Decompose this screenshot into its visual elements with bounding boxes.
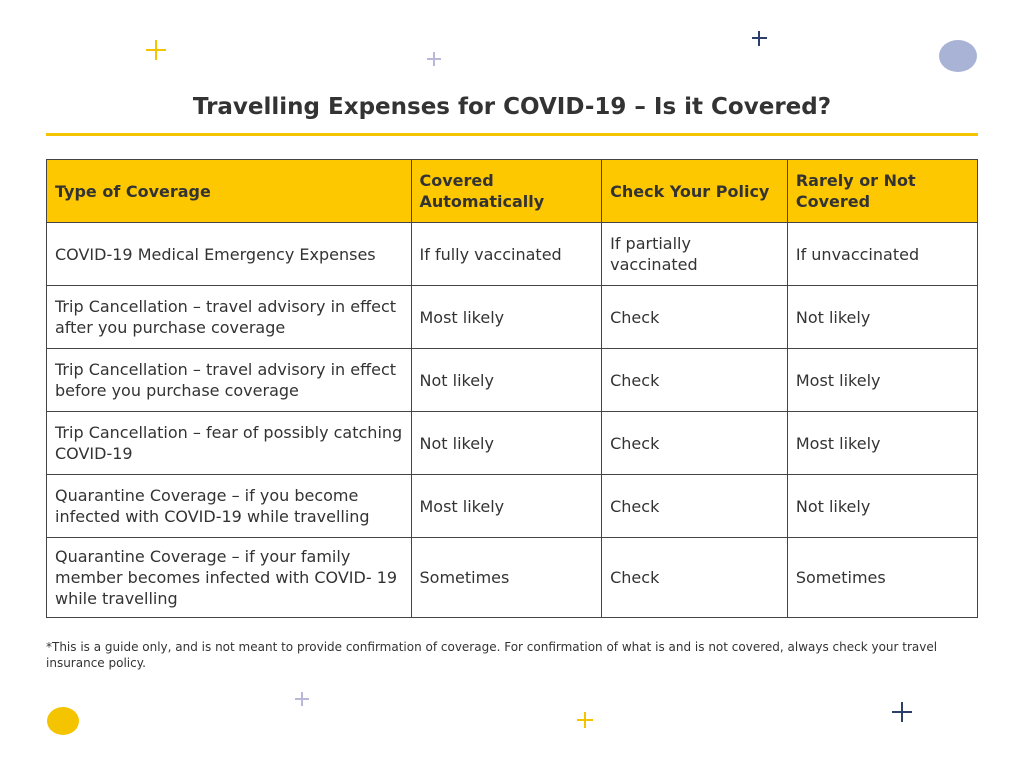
row: Trip Cancellation – travel advisory in e… [46,348,979,412]
cell: Most likely [410,285,603,349]
row: Trip Cancellation – fear of possibly cat… [46,411,979,475]
cell: Most likely [786,348,979,412]
cell: Sometimes [786,537,979,618]
footnote: *This is a guide only, and is not meant … [46,640,938,670]
cell: Check [601,537,788,618]
header-cell: Type of Coverage [46,159,412,223]
row: Quarantine Coverage – if you become infe… [46,474,979,538]
cell: Not likely [410,411,603,475]
header-cell: Check Your Policy [601,159,788,223]
row: Quarantine Coverage – if your family mem… [46,537,979,618]
cell: If partially vaccinated [601,222,788,286]
cell: Check [601,474,788,538]
cell: Quarantine Coverage – if your family mem… [46,537,412,618]
cell: Not likely [786,285,979,349]
cell: Not likely [410,348,603,412]
title-rule [46,133,978,136]
cell: Trip Cancellation – travel advisory in e… [46,348,412,412]
cell: Not likely [786,474,979,538]
cell: Trip Cancellation – fear of possibly cat… [46,411,412,475]
cell: COVID-19 Medical Emergency Expenses [46,222,412,286]
cell: Most likely [410,474,603,538]
row: Trip Cancellation – travel advisory in e… [46,285,979,349]
cell: Check [601,411,788,475]
coverage-table: Type of Coverage Covered Automatically Che… [46,159,979,618]
title: Travelling Expenses for COVID-19 – Is it… [192,94,832,120]
header-cell: Covered Automatically [410,159,603,223]
cell: Sometimes [410,537,603,618]
cell: Check [601,348,788,412]
header-cell: Rarely or Not Covered [786,159,979,223]
row: COVID-19 Medical Emergency Expenses If fu… [46,222,979,286]
cell: If fully vaccinated [410,222,603,286]
cell: Trip Cancellation – travel advisory in e… [46,285,412,349]
cell: Quarantine Coverage – if you become infe… [46,474,412,538]
cell: Most likely [786,411,979,475]
cell: Check [601,285,788,349]
cell: If unvaccinated [786,222,979,286]
